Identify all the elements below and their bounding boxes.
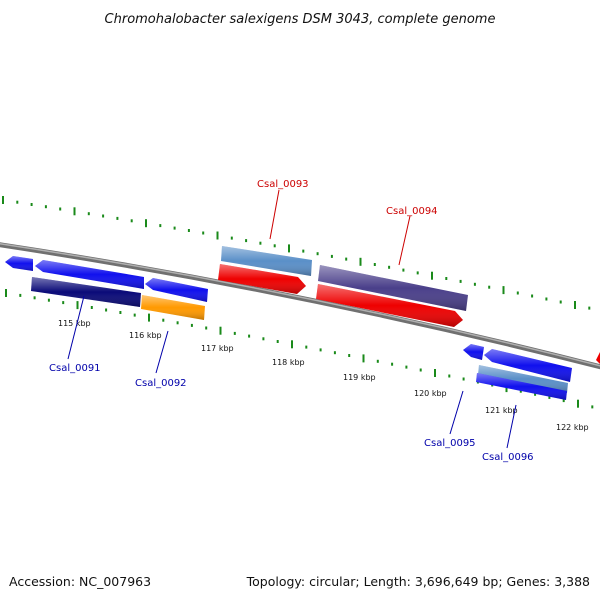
tick-label: 120 kbp [414, 389, 447, 398]
gene-label-csal0096[interactable]: Csal_0096 [482, 452, 534, 463]
tick-label: 115 kbp [58, 319, 91, 328]
tick-label: 119 kbp [343, 373, 376, 382]
cds-csal0091-shade [31, 277, 141, 307]
gene-csal0091-shade [35, 260, 144, 289]
leader-line-csal0095 [449, 390, 464, 435]
gene-label-csal0091[interactable]: Csal_0091 [49, 363, 101, 374]
accession-text: Accession: NC_007963 [9, 574, 151, 589]
genome-backbone-highlight [0, 243, 600, 367]
tick-label: 117 kbp [201, 344, 234, 353]
tick-label: 121 kbp [485, 406, 518, 415]
cds-csal0096-b-shade [476, 373, 567, 400]
cds-csal0093-shade [221, 246, 312, 276]
tick-labels: 115 kbp 116 kbp 117 kbp 118 kbp 119 kbp … [58, 319, 589, 432]
gene-label-csal0092[interactable]: Csal_0092 [135, 378, 187, 389]
map-title: Chromohalobacter salexigens DSM 3043, co… [105, 12, 496, 27]
leader-line-csal0091 [67, 295, 85, 360]
gene-csal0096-shade [484, 349, 572, 382]
feature-tracks [5, 246, 600, 400]
summary-text: Topology: circular; Length: 3,696,649 bp… [246, 574, 590, 589]
gene-labels: Csal_0091 Csal_0092 Csal_0093 Csal_0094 … [49, 179, 534, 463]
gene-label-csal0094[interactable]: Csal_0094 [386, 206, 438, 217]
leader-line-csal0093 [269, 189, 280, 240]
gene-small-left-shade [5, 256, 33, 271]
gene-label-csal0093[interactable]: Csal_0093 [257, 179, 309, 190]
gene-label-csal0095[interactable]: Csal_0095 [424, 438, 476, 449]
leader-line-csal0094 [398, 215, 411, 266]
gene-csal0093-shade [218, 264, 306, 294]
upper-tick-ring [2, 196, 591, 310]
lower-tick-ring [5, 289, 594, 409]
leader-line-csal0092 [155, 330, 169, 374]
genome-backbone [0, 242, 600, 370]
cds-csal0094-shade [318, 265, 468, 311]
tick-label: 118 kbp [272, 358, 305, 367]
leader-lines [67, 189, 517, 449]
cds-csal0092-shade [141, 295, 205, 320]
tick-label: 122 kbp [556, 423, 589, 432]
leader-line-csal0096 [506, 404, 517, 449]
cds-csal0096-a-shade [478, 365, 568, 393]
gene-csal0092-shade [145, 278, 208, 302]
gene-csal0094-shade [316, 284, 463, 327]
gene-edge-right[interactable] [596, 352, 600, 364]
gene-csal0095-shade [463, 344, 484, 360]
tick-label: 116 kbp [129, 331, 162, 340]
